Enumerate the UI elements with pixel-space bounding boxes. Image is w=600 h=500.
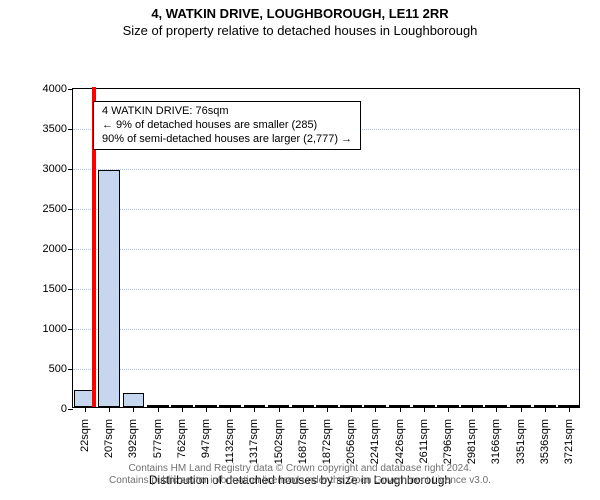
- x-tick-mark: [327, 407, 328, 412]
- x-tick-label: 1317sqm: [248, 419, 260, 464]
- y-tick-mark: [68, 129, 73, 130]
- y-tick-mark: [68, 169, 73, 170]
- footer-line-1: Contains HM Land Registry data © Crown c…: [0, 463, 600, 475]
- y-tick-mark: [68, 409, 73, 410]
- y-tick-mark: [68, 249, 73, 250]
- bar: [98, 170, 120, 407]
- x-tick-mark: [375, 407, 376, 412]
- x-tick-mark: [400, 407, 401, 412]
- page-title-line1: 4, WATKIN DRIVE, LOUGHBOROUGH, LE11 2RR: [0, 6, 600, 21]
- x-tick-mark: [545, 407, 546, 412]
- x-tick-label: 3536sqm: [539, 419, 551, 464]
- x-tick-mark: [182, 407, 183, 412]
- x-tick-mark: [303, 407, 304, 412]
- gridline: [73, 169, 579, 170]
- y-tick-label: 500: [49, 363, 67, 375]
- x-tick-label: 3351sqm: [515, 419, 527, 464]
- x-tick-label: 1132sqm: [224, 419, 236, 463]
- x-tick-label: 1502sqm: [273, 419, 285, 464]
- x-tick-mark: [109, 407, 110, 412]
- gridline: [73, 249, 579, 250]
- y-tick-mark: [68, 369, 73, 370]
- y-tick-label: 3000: [43, 163, 67, 175]
- x-tick-mark: [158, 407, 159, 412]
- gridline: [73, 209, 579, 210]
- chart-container: Number of detached properties 0500100015…: [0, 38, 600, 500]
- x-tick-label: 2611sqm: [418, 419, 430, 463]
- y-tick-label: 0: [61, 403, 67, 415]
- annotation-box: 4 WATKIN DRIVE: 76sqm ← 9% of detached h…: [93, 101, 361, 150]
- x-tick-label: 22sqm: [79, 419, 91, 452]
- gridline: [73, 329, 579, 330]
- annotation-line-3: 90% of semi-detached houses are larger (…: [102, 133, 352, 147]
- y-tick-mark: [68, 289, 73, 290]
- page-title-line2: Size of property relative to detached ho…: [0, 23, 600, 38]
- x-tick-mark: [424, 407, 425, 412]
- x-tick-label: 2981sqm: [466, 419, 478, 464]
- y-tick-label: 2000: [43, 243, 67, 255]
- x-tick-label: 392sqm: [127, 419, 139, 458]
- x-tick-mark: [254, 407, 255, 412]
- gridline: [73, 289, 579, 290]
- annotation-line-2: ← 9% of detached houses are smaller (285…: [102, 119, 352, 133]
- plot-area: 0500100015002000250030003500400022sqm207…: [72, 88, 580, 408]
- x-tick-label: 1872sqm: [321, 419, 333, 464]
- y-tick-mark: [68, 89, 73, 90]
- y-tick-mark: [68, 329, 73, 330]
- x-tick-mark: [133, 407, 134, 412]
- x-tick-label: 2056sqm: [345, 419, 357, 464]
- x-tick-mark: [279, 407, 280, 412]
- x-tick-mark: [230, 407, 231, 412]
- x-tick-label: 3166sqm: [490, 419, 502, 464]
- y-tick-mark: [68, 209, 73, 210]
- x-tick-mark: [206, 407, 207, 412]
- x-tick-mark: [521, 407, 522, 412]
- x-tick-mark: [569, 407, 570, 412]
- x-tick-mark: [448, 407, 449, 412]
- x-tick-mark: [351, 407, 352, 412]
- footer: Contains HM Land Registry data © Crown c…: [0, 463, 600, 487]
- x-tick-label: 3721sqm: [563, 419, 575, 464]
- x-tick-label: 2241sqm: [369, 419, 381, 464]
- x-tick-label: 762sqm: [176, 419, 188, 458]
- x-tick-mark: [85, 407, 86, 412]
- x-tick-label: 207sqm: [103, 419, 115, 458]
- x-tick-mark: [496, 407, 497, 412]
- bar: [123, 393, 145, 407]
- y-tick-label: 2500: [43, 203, 67, 215]
- y-tick-label: 1500: [43, 283, 67, 295]
- x-tick-label: 1687sqm: [297, 419, 309, 464]
- x-tick-mark: [472, 407, 473, 412]
- x-tick-label: 947sqm: [200, 419, 212, 458]
- annotation-line-1: 4 WATKIN DRIVE: 76sqm: [102, 105, 352, 119]
- y-tick-label: 4000: [43, 83, 67, 95]
- footer-line-2: Contains public sector information licen…: [0, 475, 600, 487]
- x-tick-label: 2796sqm: [442, 419, 454, 464]
- x-tick-label: 2426sqm: [394, 419, 406, 464]
- x-tick-label: 577sqm: [152, 419, 164, 458]
- gridline: [73, 369, 579, 370]
- y-tick-label: 3500: [43, 123, 67, 135]
- y-tick-label: 1000: [43, 323, 67, 335]
